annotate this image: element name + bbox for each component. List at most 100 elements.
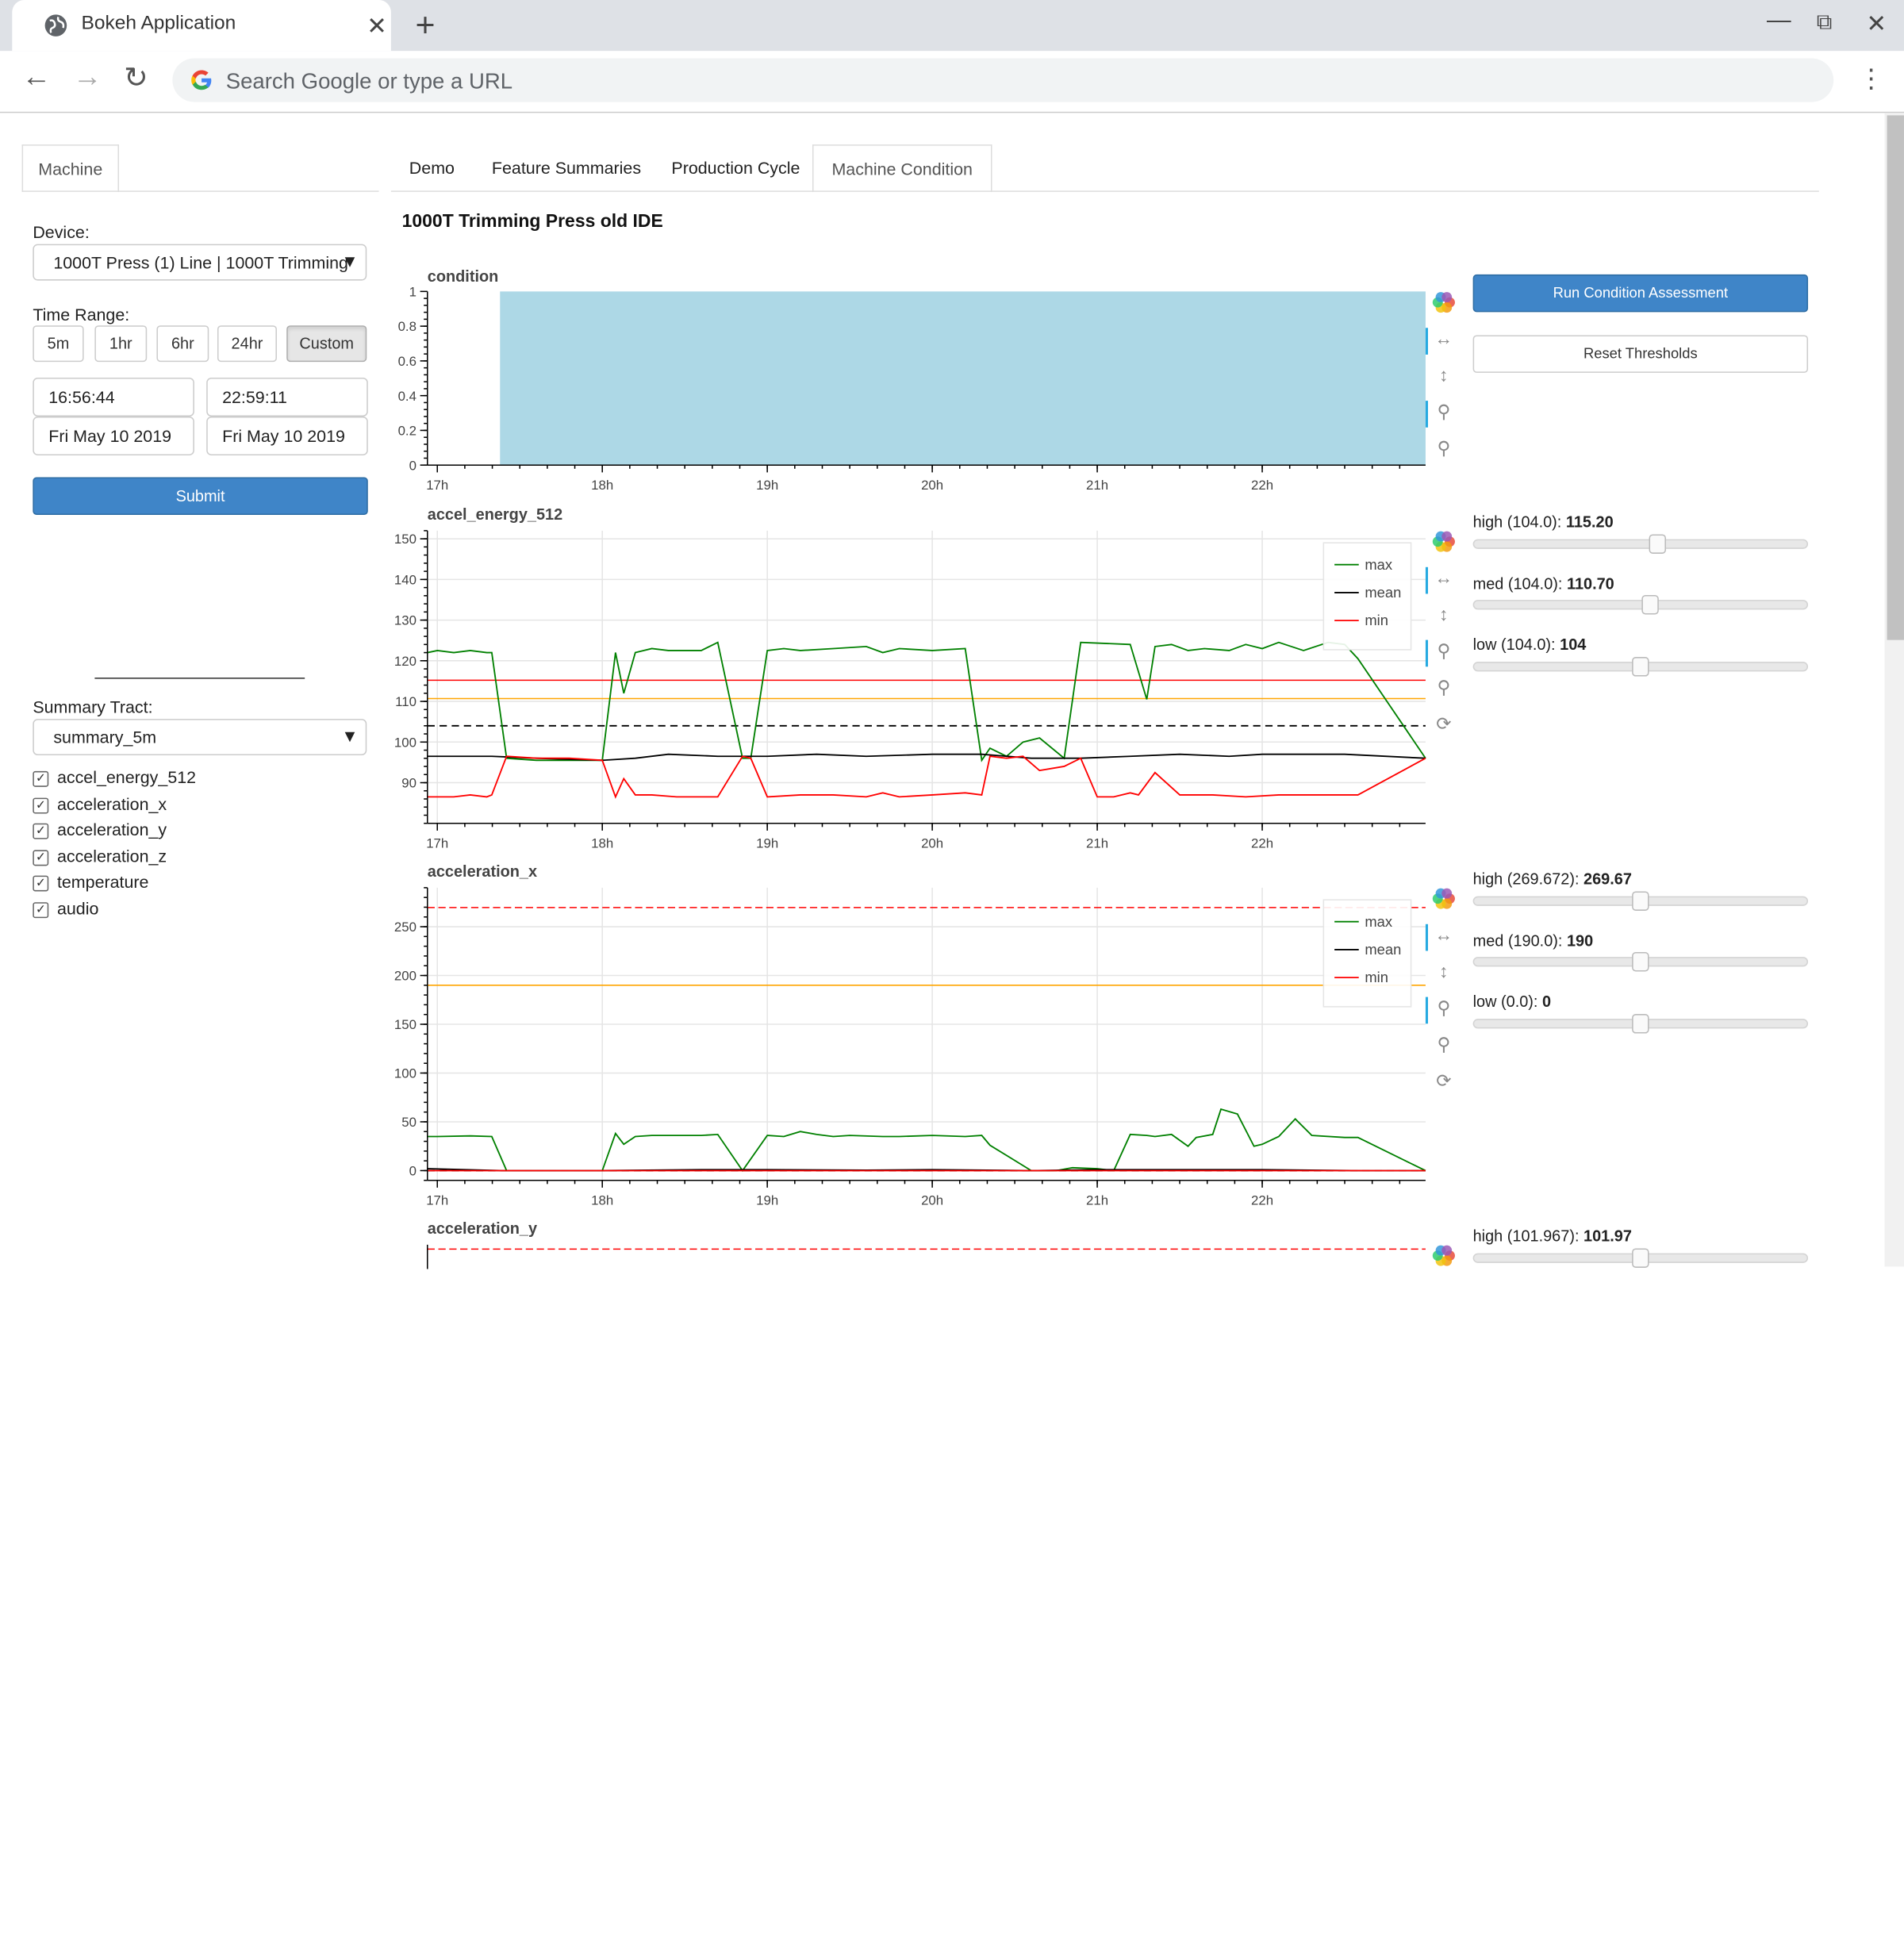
acceleration-y-high-slider-handle[interactable] [1632, 1248, 1649, 1268]
back-icon[interactable]: ← [21, 60, 52, 94]
x-tick-label: 17h [426, 1192, 448, 1208]
omnibox-input[interactable] [223, 63, 1686, 100]
google-icon [191, 70, 212, 90]
reset-icon[interactable]: ⟳ [1436, 713, 1451, 734]
omnibox[interactable] [172, 58, 1834, 102]
acceleration-y-high-slider-label: high (101.967): 101.97 [1473, 1227, 1632, 1245]
tab-feature-summaries[interactable]: Feature Summaries [491, 157, 642, 178]
close-tab-icon[interactable]: ✕ [367, 13, 387, 40]
pan-y-icon[interactable]: ↕ [1439, 365, 1448, 386]
accel-energy-low-slider-label: low (104.0): 104 [1473, 636, 1587, 654]
accel-energy-low-slider-title: low (104.0): [1472, 635, 1560, 654]
x-tick-label: 21h [1086, 478, 1108, 493]
close-window-icon[interactable]: ✕ [1866, 10, 1887, 38]
accel-energy-high-slider-handle[interactable] [1649, 534, 1666, 554]
y-tick-label: 90 [401, 776, 416, 791]
y-tick-label: 140 [394, 572, 416, 587]
plots-canvas: 0 0.2 0.4 0.6 0.8 1 17h 18h 19h 20h 21h 22h ↔ ↕ ⚲ ⚲ max m… [394, 284, 1455, 1269]
time-button-1hr[interactable]: 1hr [94, 325, 148, 363]
hover-icon[interactable]: ⚲ [1437, 677, 1450, 697]
acceleration-x-low-slider-label: low (0.0): 0 [1473, 993, 1551, 1011]
summary-tract-label: Summary Tract: [33, 697, 153, 717]
tab-demo[interactable]: Demo [409, 157, 455, 178]
start-date-input[interactable]: Fri May 10 2019 [33, 416, 194, 455]
time-button-5m[interactable]: 5m [33, 325, 84, 363]
y-tick-label: 150 [394, 1017, 416, 1032]
y-tick-label: 0 [409, 1164, 416, 1179]
acceleration-x-med-slider-label: med (190.0): 190 [1473, 931, 1594, 950]
checkbox-accel-energy-512[interactable]: ✓ [33, 770, 49, 787]
end-time-input[interactable]: 22:59:11 [206, 378, 368, 417]
acceleration-x-high-slider-label: high (269.672): 269.67 [1473, 870, 1632, 888]
checkbox-acceleration-y[interactable]: ✓ [33, 823, 49, 839]
accel-energy-high-slider-value: 115.20 [1565, 512, 1614, 531]
x-tick-label: 21h [1086, 835, 1108, 851]
hover-icon[interactable]: ⚲ [1437, 1034, 1450, 1054]
x-tick-label: 20h [921, 1192, 943, 1208]
checkbox-acceleration-x[interactable]: ✓ [33, 797, 49, 814]
tab-machine-condition[interactable]: Machine Condition [812, 144, 992, 192]
x-tick-label: 17h [426, 478, 448, 493]
x-tick-label: 22h [1251, 835, 1273, 851]
browser-toolbar: ← → ↻ ⋮ [0, 51, 1904, 113]
start-date-value: Fri May 10 2019 [48, 426, 172, 446]
accel-energy-med-slider-track[interactable] [1472, 600, 1809, 610]
acceleration-x-med-slider-handle[interactable] [1632, 951, 1649, 972]
device-select[interactable]: 1000T Press (1) Line | 1000T Trimming ▼ [33, 244, 367, 281]
pan-x-icon[interactable]: ↔ [1434, 567, 1453, 588]
acceleration-x-med-slider-title: med (190.0): [1472, 931, 1567, 950]
pan-x-icon[interactable]: ↔ [1434, 328, 1453, 349]
new-tab-icon[interactable]: + [415, 6, 436, 44]
checkbox-temperature[interactable]: ✓ [33, 875, 49, 892]
legend-label-max: max [1365, 913, 1392, 930]
pan-y-icon[interactable]: ↕ [1439, 961, 1448, 981]
accel-energy-high-slider-track[interactable] [1472, 539, 1809, 549]
browser-tab[interactable]: Bokeh Application ✕ [12, 0, 391, 52]
tab-strip: Bokeh Application ✕ + — ⧉ ✕ [0, 0, 1904, 52]
restore-icon[interactable]: ⧉ [1816, 10, 1833, 34]
legend-box [1322, 542, 1412, 651]
scrollbar-thumb[interactable] [1887, 115, 1904, 640]
series-max-line [427, 1108, 1426, 1173]
accel-energy-med-slider-value: 110.70 [1566, 574, 1614, 593]
tab-machine[interactable]: Machine [21, 144, 119, 192]
time-button-24hr[interactable]: 24hr [217, 325, 277, 363]
legend-box [1322, 899, 1412, 1008]
checkbox-acceleration-z[interactable]: ✓ [33, 850, 49, 866]
minimize-icon[interactable]: — [1767, 7, 1791, 34]
acceleration-x-low-slider-title: low (0.0): [1472, 992, 1542, 1011]
accel-energy-med-slider-handle[interactable] [1641, 594, 1660, 615]
y-tick-label: 120 [394, 654, 416, 669]
forward-icon[interactable]: → [72, 60, 102, 94]
acceleration-x-low-slider-handle[interactable] [1632, 1014, 1649, 1034]
hover-icon[interactable]: ⚲ [1437, 640, 1450, 661]
x-tick-label: 20h [921, 835, 943, 851]
checkbox-audio[interactable]: ✓ [33, 902, 49, 919]
plot-title-condition: condition [427, 267, 499, 286]
bokeh-logo-icon [1432, 888, 1455, 909]
start-time-input[interactable]: 16:56:44 [33, 378, 194, 417]
bokeh-logo-petal [1441, 292, 1453, 302]
kebab-menu-icon[interactable]: ⋮ [1857, 63, 1885, 94]
reset-icon[interactable]: ⟳ [1436, 1070, 1451, 1091]
hover-icon[interactable]: ⚲ [1437, 401, 1450, 422]
hover-icon[interactable]: ⚲ [1437, 997, 1450, 1018]
end-date-input[interactable]: Fri May 10 2019 [206, 416, 368, 455]
reload-icon[interactable]: ↻ [124, 62, 148, 95]
time-button-custom[interactable]: Custom [286, 325, 367, 363]
y-tick-label: 200 [394, 969, 416, 984]
tab-production-cycle[interactable]: Production Cycle [671, 157, 800, 178]
run-condition-assessment-button[interactable]: Run Condition Assessment [1472, 274, 1809, 313]
reset-thresholds-button[interactable]: Reset Thresholds [1472, 335, 1809, 373]
submit-button[interactable]: Submit [33, 477, 368, 515]
y-tick-label: 130 [394, 613, 416, 628]
acceleration-x-high-slider-handle[interactable] [1632, 891, 1649, 911]
acceleration-x-low-slider-value: 0 [1541, 992, 1552, 1011]
time-button-6hr[interactable]: 6hr [156, 325, 209, 363]
pan-x-icon[interactable]: ↔ [1434, 924, 1453, 945]
hover-icon[interactable]: ⚲ [1437, 437, 1450, 458]
x-tick-label: 19h [756, 478, 778, 493]
accel-energy-low-slider-handle[interactable] [1632, 657, 1649, 677]
summary-tract-select[interactable]: summary_5m ▼ [33, 719, 367, 756]
pan-y-icon[interactable]: ↕ [1439, 604, 1448, 624]
